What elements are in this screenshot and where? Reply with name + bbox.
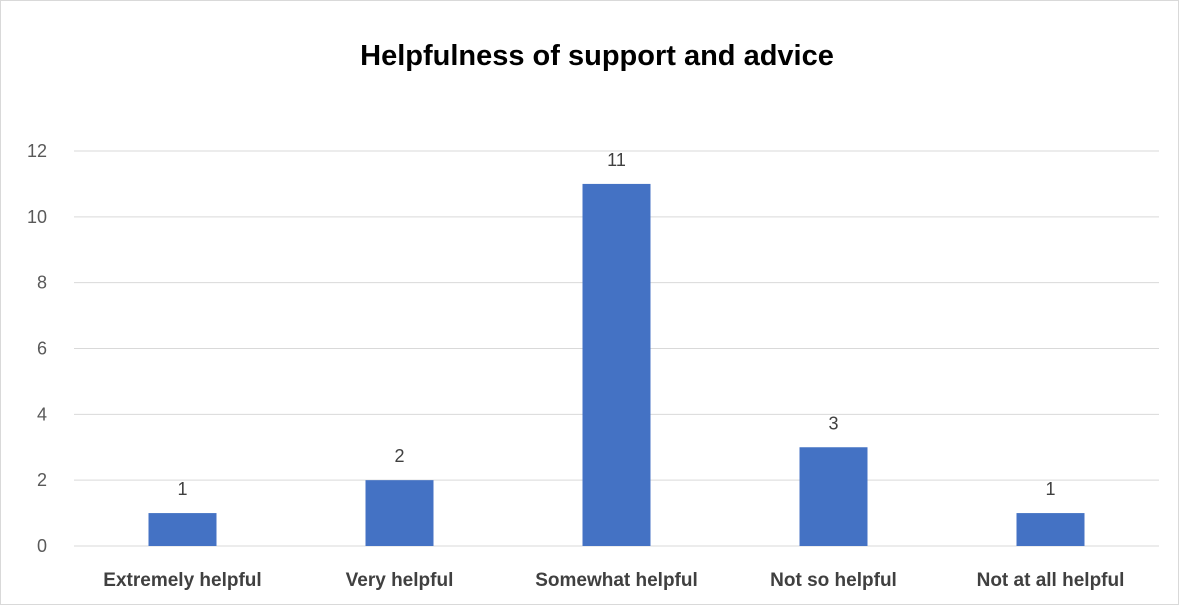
bars <box>148 183 1085 546</box>
y-tick-label: 8 <box>37 273 47 293</box>
data-label: 1 <box>1045 479 1055 499</box>
x-category-label: Very helpful <box>346 570 454 591</box>
bar <box>1016 513 1085 546</box>
y-tick-label: 10 <box>27 207 47 227</box>
y-axis-tick-labels: 0 2 4 6 8 10 12 <box>27 141 47 556</box>
x-axis-category-labels: Extremely helpful Very helpful Somewhat he… <box>103 570 1124 591</box>
data-label: 3 <box>828 413 838 433</box>
data-label: 1 <box>177 479 187 499</box>
bar <box>582 183 651 546</box>
y-tick-label: 0 <box>37 536 47 556</box>
y-tick-label: 6 <box>37 339 47 359</box>
x-category-label: Not at all helpful <box>977 570 1125 591</box>
bar <box>799 447 868 546</box>
x-category-label: Somewhat helpful <box>535 570 698 591</box>
data-label: 11 <box>607 150 626 170</box>
bar <box>148 513 217 546</box>
chart-title: Helpfulness of support and advice <box>360 40 834 72</box>
data-label: 2 <box>394 446 404 466</box>
y-tick-label: 2 <box>37 470 47 490</box>
bar <box>365 480 434 546</box>
y-tick-label: 4 <box>37 404 47 424</box>
data-labels: 1 2 11 3 1 <box>177 150 1055 499</box>
x-category-label: Not so helpful <box>770 570 897 591</box>
x-category-label: Extremely helpful <box>103 570 261 591</box>
y-tick-label: 12 <box>27 141 47 161</box>
